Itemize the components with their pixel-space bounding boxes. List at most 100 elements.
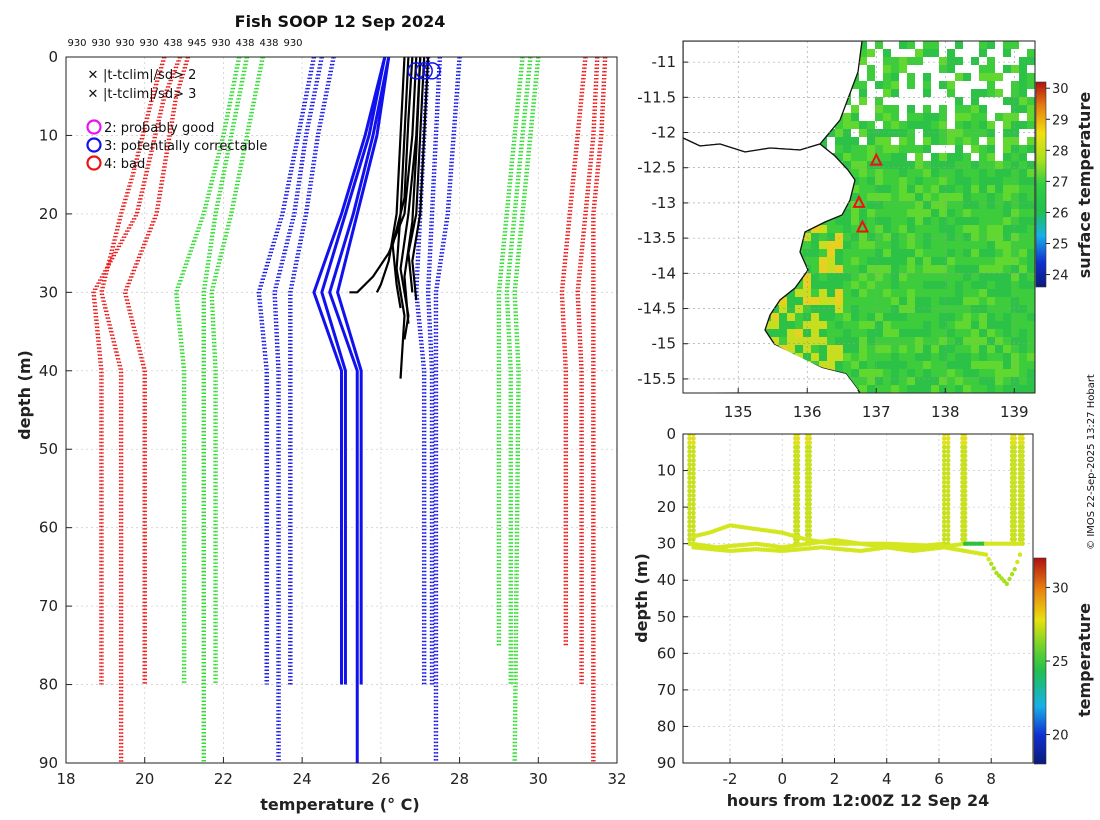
sst-cell xyxy=(979,97,987,105)
sst-cell xyxy=(947,105,955,113)
dt-sample-point xyxy=(1012,434,1018,437)
sst-cell xyxy=(899,249,907,257)
sst-cell xyxy=(915,73,923,81)
sst-cell xyxy=(827,281,835,289)
sst-cell xyxy=(939,137,947,145)
sst-cell xyxy=(795,281,803,289)
sst-cell xyxy=(987,113,995,121)
climatology-line xyxy=(259,57,317,685)
sst-cell xyxy=(947,313,955,321)
sst-cell xyxy=(811,297,819,305)
sst-cell xyxy=(979,177,987,185)
sst-cell xyxy=(987,161,995,169)
sst-cell xyxy=(931,369,939,377)
sst-cell xyxy=(947,377,955,385)
sst-cell xyxy=(803,345,811,353)
sst-cell xyxy=(931,97,939,105)
sst-cell xyxy=(947,113,955,121)
sst-cell xyxy=(1011,89,1019,97)
sst-cell xyxy=(907,305,915,313)
sst-cell xyxy=(875,89,883,97)
sst-cell xyxy=(867,193,875,201)
sst-cell xyxy=(883,241,891,249)
dt-sample-point xyxy=(1020,510,1025,516)
sst-cell xyxy=(979,49,987,57)
observed-profile-line xyxy=(349,57,418,294)
climatology-line xyxy=(428,57,443,685)
dt-sample-point xyxy=(962,528,968,533)
sst-cell xyxy=(947,273,955,281)
sst-cell xyxy=(995,217,1003,225)
sst-cell xyxy=(899,161,907,169)
sst-cell xyxy=(995,73,1003,81)
sst-cell xyxy=(811,305,819,313)
sst-cell xyxy=(955,353,963,361)
dt-sample-point xyxy=(1020,458,1025,463)
sst-cell xyxy=(1011,153,1019,161)
dt-sample-point xyxy=(1020,506,1025,511)
sst-cell xyxy=(907,225,915,233)
sst-cell xyxy=(995,89,1003,97)
sst-cell xyxy=(963,217,971,225)
sst-cell xyxy=(923,313,931,321)
sst-cell xyxy=(859,265,867,273)
sst-cell xyxy=(971,265,979,273)
sst-cell xyxy=(907,289,915,297)
land-fill xyxy=(683,300,858,393)
sst-cell xyxy=(979,241,987,249)
sst-cell xyxy=(915,177,923,185)
sst-cell xyxy=(955,281,963,289)
sst-cell xyxy=(907,81,915,89)
sst-cell xyxy=(899,217,907,225)
sst-cell xyxy=(1003,281,1011,289)
sst-cell xyxy=(971,305,979,313)
sst-cell xyxy=(923,193,931,201)
legend-text: 2: probably good xyxy=(104,121,214,136)
dt-sample-point xyxy=(1020,475,1025,481)
sst-cell xyxy=(923,305,931,313)
sst-cell xyxy=(883,65,891,73)
sst-cell xyxy=(899,201,907,209)
dt-x-tick-label: 6 xyxy=(934,770,944,788)
climatology-line xyxy=(436,57,462,763)
sst-cell xyxy=(1019,241,1027,249)
sst-cell xyxy=(1027,73,1035,81)
sst-cell xyxy=(883,105,891,113)
dt-sample-point xyxy=(807,449,812,454)
sst-cell xyxy=(891,273,899,281)
sst-cell xyxy=(995,97,1003,105)
dt-sample-point xyxy=(1012,501,1018,507)
sst-cell xyxy=(907,177,915,185)
sst-cell xyxy=(875,233,883,241)
sst-cell xyxy=(923,161,931,169)
dt-sample-point xyxy=(1020,471,1025,476)
sst-cell xyxy=(915,129,923,137)
sst-cell xyxy=(947,361,955,369)
sst-cell xyxy=(867,345,875,353)
sst-cell xyxy=(883,305,891,313)
sst-cell xyxy=(915,345,923,353)
sst-cell xyxy=(819,297,827,305)
dt-sample-point xyxy=(1007,576,1012,582)
sst-cell xyxy=(819,241,827,249)
x-tick-label: 32 xyxy=(607,770,626,788)
dt-sample-point xyxy=(807,528,812,533)
dt-sample-point xyxy=(691,510,696,516)
map-y-tick-label: -12 xyxy=(652,124,677,142)
sst-cell xyxy=(1003,121,1011,129)
sst-cell xyxy=(883,361,891,369)
dt-sample-point xyxy=(691,519,696,525)
sst-cell xyxy=(883,145,891,153)
sst-cell xyxy=(875,241,883,249)
sst-cell xyxy=(955,209,963,217)
dt-sample-point xyxy=(1020,479,1025,485)
sst-cell xyxy=(1003,377,1011,385)
sst-cell xyxy=(835,345,843,353)
sst-cell xyxy=(843,289,851,297)
sst-cell xyxy=(923,385,931,393)
sst-cell xyxy=(827,297,835,305)
platform-codes: 930 930 930 930 438 945 930 438 438 930 xyxy=(67,38,302,49)
sst-cell xyxy=(1003,297,1011,305)
sst-cell xyxy=(891,345,899,353)
